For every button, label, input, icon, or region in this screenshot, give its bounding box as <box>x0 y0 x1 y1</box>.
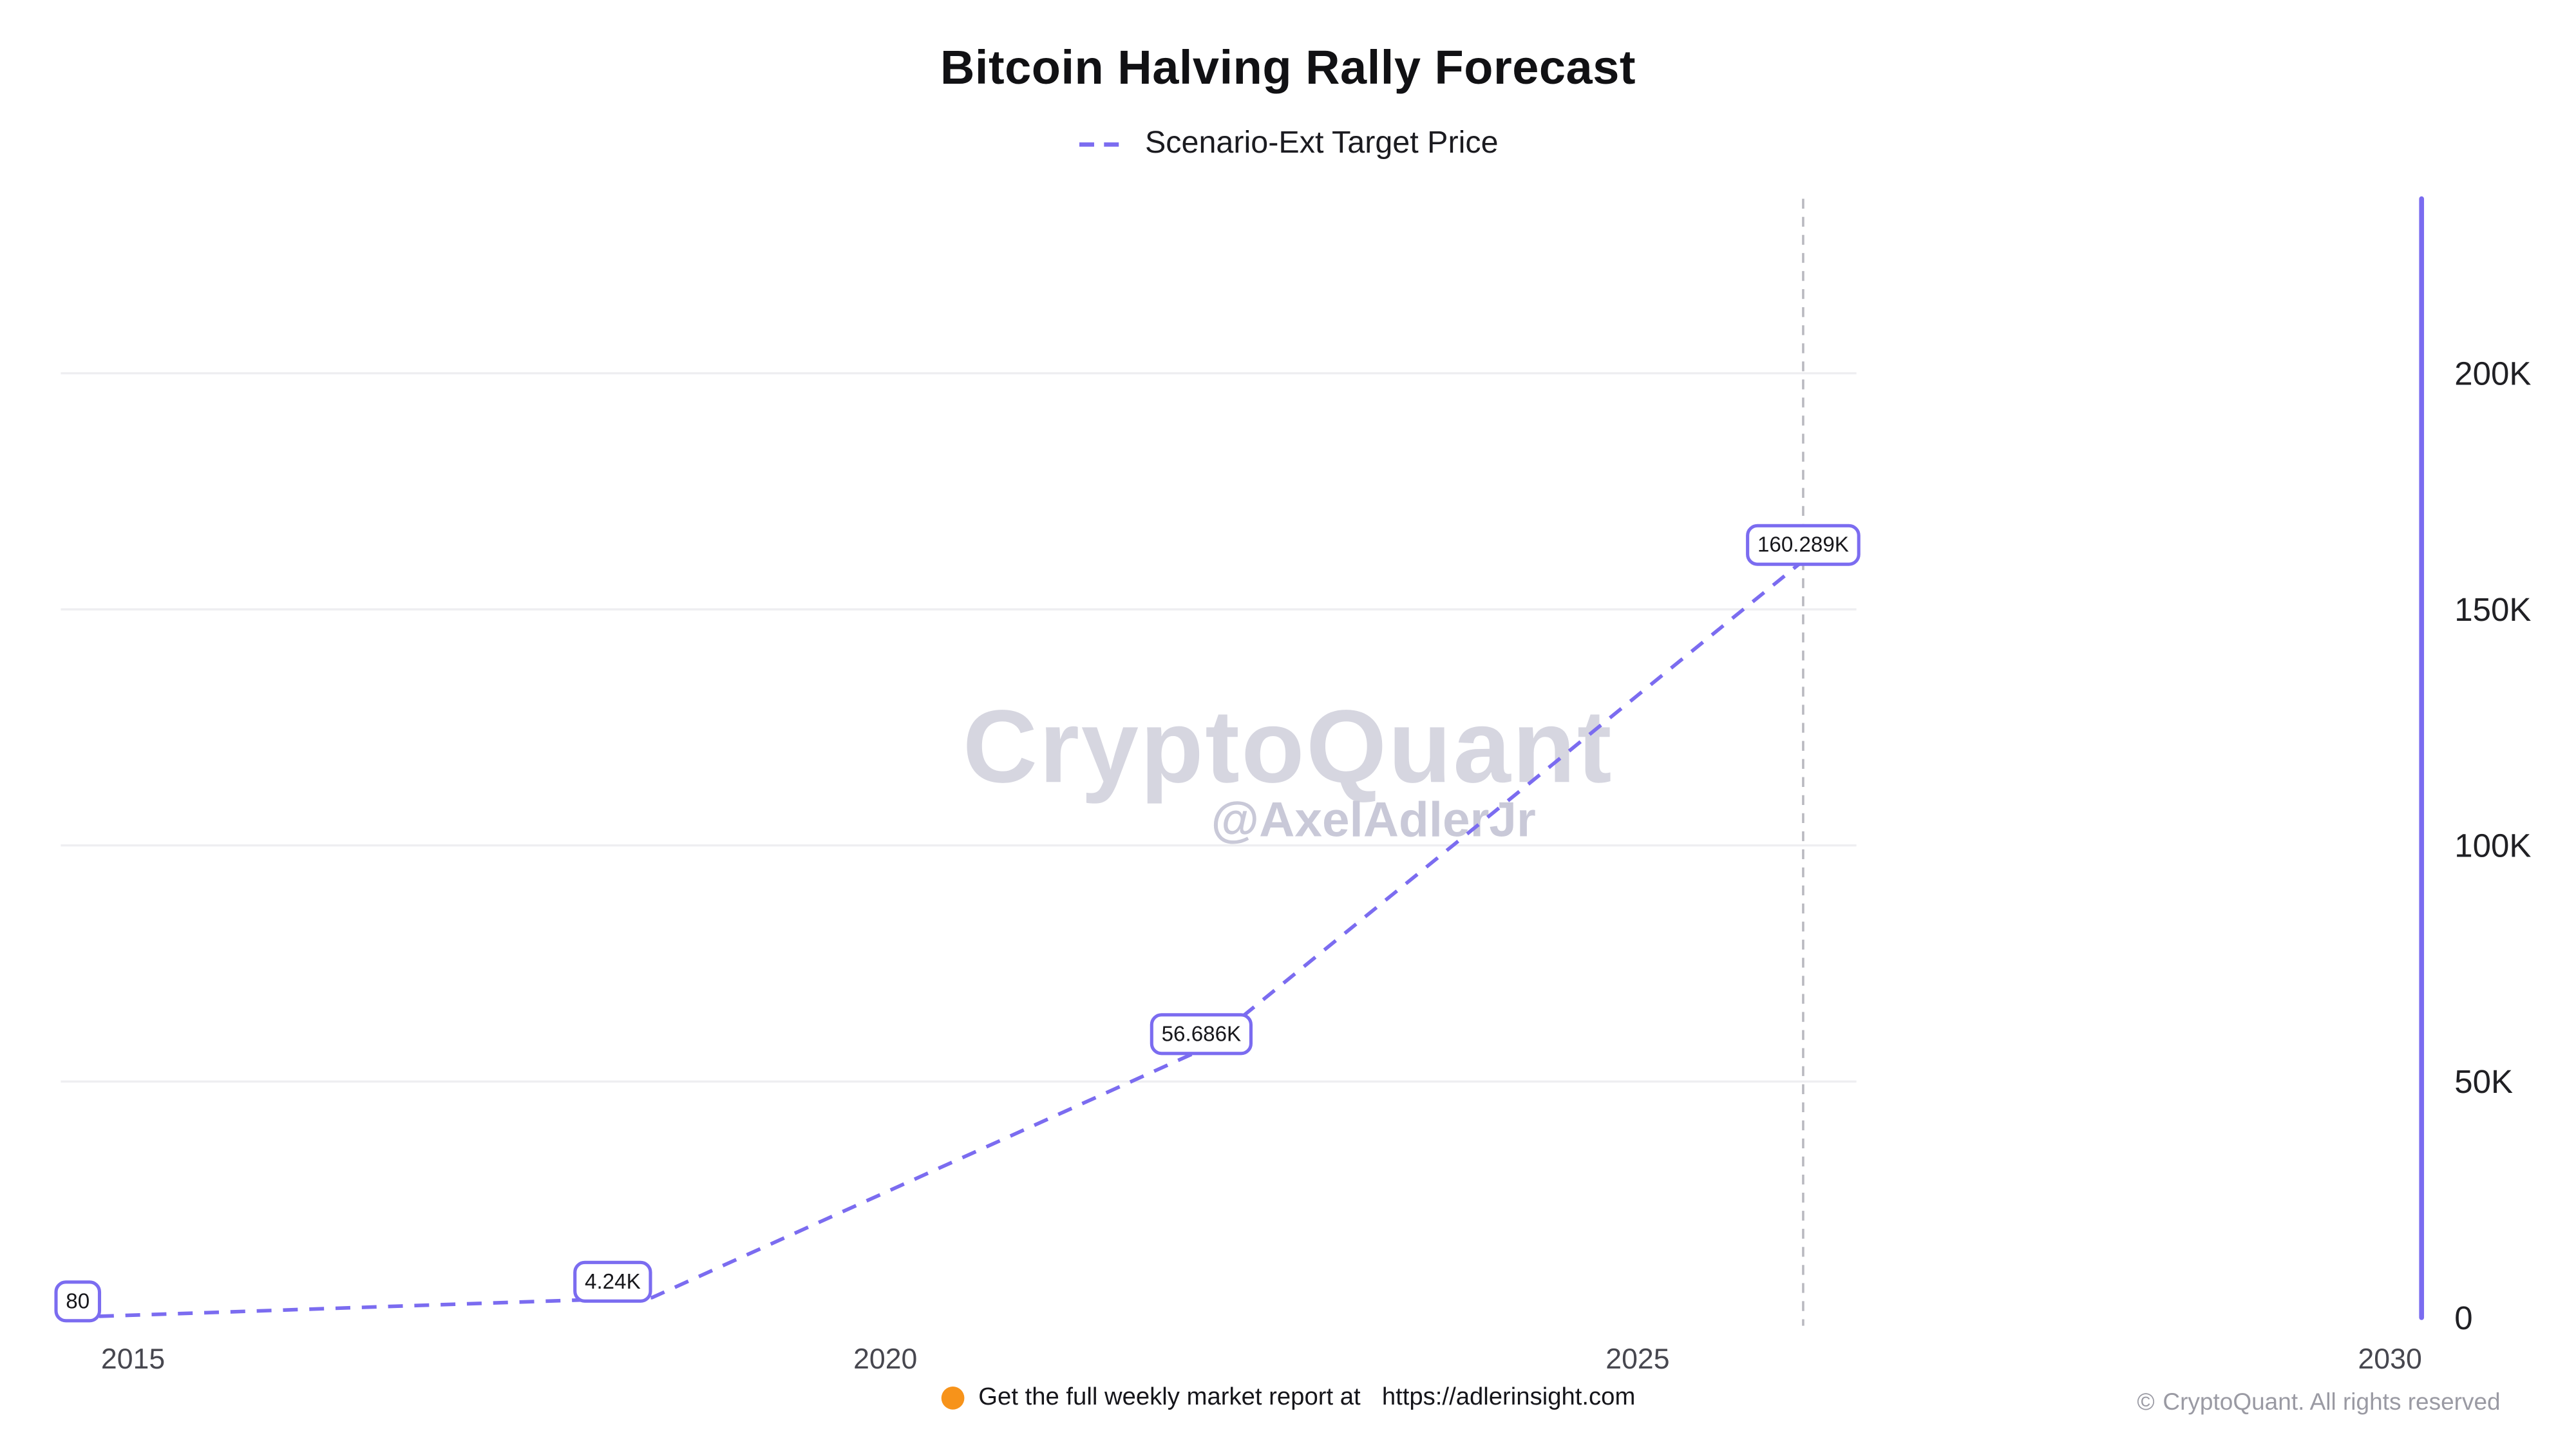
data-label-box <box>54 1280 102 1323</box>
forecast-line <box>72 559 1804 1320</box>
orange-dot-icon <box>940 1385 964 1409</box>
y-tick-label: 50K <box>2454 1063 2513 1100</box>
data-point-label[interactable]: 160.289K <box>1746 524 1861 566</box>
copyright: © CryptoQuant. All rights reserved <box>2137 1390 2500 1416</box>
legend-item[interactable]: Scenario-Ext Target Price <box>1077 126 1499 162</box>
data-label-box <box>573 1260 652 1303</box>
copyright-icon: © <box>2137 1390 2155 1416</box>
y-tick-label: 100K <box>2454 828 2531 864</box>
x-tick-label: 2020 <box>853 1343 917 1375</box>
data-point-label[interactable]: 4.24K <box>573 1260 652 1303</box>
svg-text:80: 80 <box>66 1289 90 1313</box>
data-point-label[interactable]: 56.686K <box>1150 1013 1253 1056</box>
chart-title: Bitcoin Halving Rally Forecast <box>940 43 1636 95</box>
footer-promo: Get the full weekly market report at htt… <box>0 1383 2576 1411</box>
svg-text:160.289K: 160.289K <box>1757 533 1849 557</box>
data-label-box <box>1150 1013 1253 1056</box>
x-tick-label: 2015 <box>101 1343 165 1375</box>
y-tick-label: 150K <box>2454 591 2531 628</box>
x-tick-label: 2030 <box>2358 1343 2421 1375</box>
x-tick-label: 2025 <box>1605 1343 1669 1375</box>
svg-text:4.24K: 4.24K <box>585 1270 641 1294</box>
report-link[interactable]: https://adlerinsight.com <box>1381 1383 1636 1412</box>
dashed-line-swatch-icon <box>1079 142 1126 147</box>
y-tick-label: 200K <box>2454 355 2531 392</box>
y-tick-label: 0 <box>2454 1300 2472 1336</box>
data-point-label[interactable]: 80 <box>54 1280 102 1323</box>
legend-label: Scenario-Ext Target Price <box>1144 126 1499 161</box>
svg-text:56.686K: 56.686K <box>1162 1022 1242 1046</box>
legend: Scenario-Ext Target Price <box>0 126 2576 162</box>
promo-text: Get the full weekly market report at <box>978 1383 1361 1412</box>
data-label-box <box>1746 524 1861 566</box>
copyright-text: CryptoQuant. All rights reserved <box>2163 1390 2501 1416</box>
